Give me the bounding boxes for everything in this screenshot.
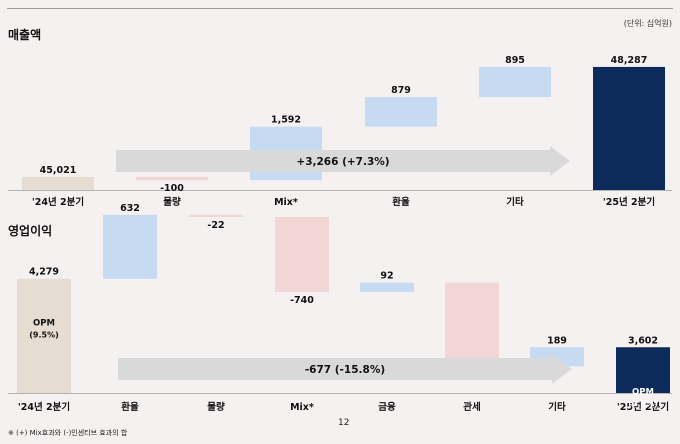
page-number: 12 [338, 418, 350, 428]
opprofit-opm-value-7: (7.5%) [628, 399, 658, 408]
revenue-value-label-5: 48,287 [611, 55, 648, 66]
unit-note: (단위: 십억원) [623, 19, 672, 28]
opprofit-bar-1 [103, 214, 157, 279]
opprofit-category-label-2: 물량 [207, 401, 225, 413]
revenue-bar-1 [136, 176, 208, 181]
revenue-bar-4 [479, 66, 551, 98]
revenue-section-title: 매출액 [8, 28, 42, 42]
opprofit-value-label-6: 189 [547, 335, 567, 346]
revenue-baseline [8, 190, 672, 191]
footnote: ※ (+) Mix효과와 (-)인센티브 효과의 합 [8, 429, 128, 437]
op-profit-baseline [8, 393, 672, 394]
opprofit-value-label-3: -740 [290, 295, 314, 306]
opprofit-value-label-2: -22 [207, 220, 224, 231]
revenue-category-label-1: 물량 [163, 196, 181, 208]
opprofit-bar-5 [445, 282, 499, 367]
revenue-category-label-0: '24년 2분기 [32, 196, 84, 208]
opprofit-category-label-1: 환율 [121, 401, 139, 413]
revenue-value-label-0: 45,021 [40, 165, 77, 176]
top-divider [7, 8, 673, 9]
op-profit-section-title: 영업이익 [8, 224, 53, 238]
opprofit-category-label-3: Mix* [290, 402, 314, 413]
revenue-category-label-5: '25년 2분기 [603, 196, 655, 208]
opprofit-bar-4 [360, 282, 414, 292]
revenue-value-label-1: -100 [160, 183, 184, 194]
opprofit-category-label-4: 금융 [378, 402, 396, 413]
opprofit-bar-3 [275, 217, 329, 292]
opprofit-value-label-4: 92 [380, 271, 393, 282]
opprofit-value-label-0: 4,279 [29, 267, 59, 278]
revenue-bar-0 [22, 176, 94, 190]
opprofit-opm-label-0: OPM [33, 319, 55, 329]
opprofit-bar-0 [17, 278, 71, 393]
opprofit-bar-2 [189, 214, 243, 218]
opprofit-value-label-1: 632 [120, 203, 140, 214]
revenue-category-label-4: 기타 [506, 196, 524, 208]
revenue-summary-arrow [116, 146, 570, 176]
opprofit-bar-7 [616, 347, 670, 393]
opprofit-summary-label: -677 (-15.8%) [305, 364, 385, 376]
opprofit-opm-value-0: (9.5%) [29, 331, 59, 340]
revenue-value-label-4: 895 [505, 55, 525, 66]
opprofit-category-label-6: 기타 [548, 401, 566, 413]
opprofit-category-label-7: '25년 2분기 [617, 401, 669, 413]
opprofit-category-label-5: 관세 [463, 401, 480, 413]
opprofit-value-label-7: 3,602 [628, 335, 658, 346]
revenue-category-label-2: Mix* [274, 197, 298, 208]
opprofit-category-label-0: '24년 2분기 [18, 401, 70, 413]
opprofit-opm-label-7: OPM [632, 387, 654, 397]
revenue-value-label-3: 879 [391, 85, 411, 96]
revenue-bar-3 [365, 97, 437, 127]
revenue-summary-label: +3,266 (+7.3%) [296, 156, 389, 168]
revenue-bar-5 [593, 66, 665, 190]
revenue-category-label-3: 환율 [392, 196, 410, 208]
opprofit-summary-arrow [118, 354, 572, 384]
revenue-value-label-2: 1,592 [271, 115, 301, 126]
